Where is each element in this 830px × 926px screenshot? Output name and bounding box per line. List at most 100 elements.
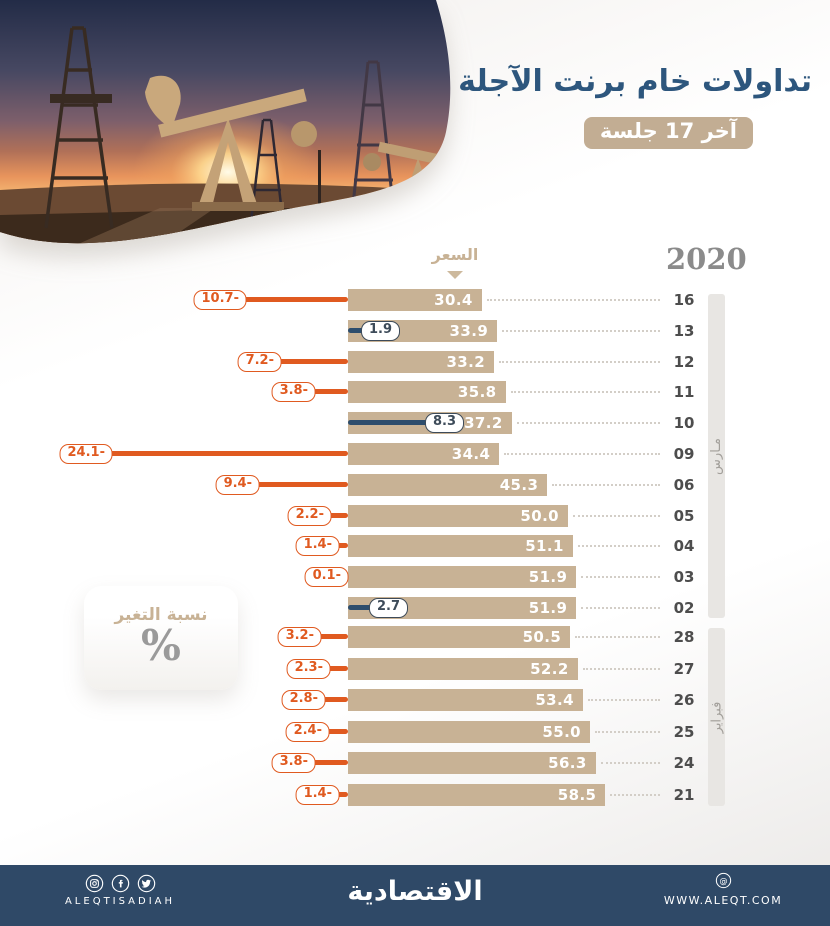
price-value: 51.9 — [528, 599, 568, 617]
change-line — [276, 358, 348, 364]
leader-line — [581, 576, 660, 579]
change-pill: 2.2- — [287, 505, 332, 526]
price-bar: 50.5 — [348, 626, 571, 648]
day-label: 28 — [673, 628, 695, 646]
chart-row-03: 51.9 03 0.1- — [0, 566, 830, 589]
price-value: 34.4 — [451, 445, 491, 463]
price-value: 58.5 — [557, 786, 597, 804]
derrick-left-platform — [50, 94, 112, 103]
road — [60, 208, 215, 244]
month-label-february: فبراير — [699, 628, 734, 806]
day-label: 21 — [673, 786, 695, 804]
day-label: 12 — [673, 352, 695, 371]
price-value: 50.0 — [520, 506, 559, 525]
day-label: 04 — [673, 537, 695, 556]
change-pill: 1.4- — [295, 536, 340, 557]
change-line — [241, 297, 348, 302]
leader-line — [595, 730, 660, 733]
day-label: 26 — [673, 691, 695, 710]
price-value: 33.9 — [449, 321, 489, 340]
price-value: 55.0 — [542, 722, 581, 741]
leader-line — [581, 607, 660, 609]
derrick-left-icon — [44, 26, 114, 229]
change-pill: 2.7 — [369, 598, 409, 618]
price-bar: 58.5 — [348, 784, 606, 806]
price-value: 30.4 — [434, 291, 473, 309]
day-label: 13 — [673, 321, 695, 340]
change-legend-card: نسبة التغير % — [84, 586, 238, 690]
month-label-february-text: فبراير — [709, 701, 724, 733]
price-bar: 53.4 — [348, 689, 583, 712]
change-line — [334, 792, 348, 797]
leader-line — [610, 794, 660, 796]
page-title: تداولات خام برنت الآجلة — [458, 64, 812, 99]
change-line — [334, 543, 348, 549]
chart-row-04: 51.1 04 1.4- — [0, 535, 830, 558]
chart-row-06: 45.3 06 9.4- — [0, 473, 830, 496]
leader-line — [502, 329, 660, 332]
price-bar: 34.4 — [348, 443, 500, 465]
price-value: 52.2 — [530, 659, 569, 678]
price-value: 51.1 — [525, 537, 564, 556]
leader-line — [499, 360, 660, 363]
chart-row-12: 33.2 12 7.2- — [0, 350, 830, 373]
subtitle-badge: آخر 17 جلسة — [583, 117, 753, 149]
day-label: 02 — [673, 599, 695, 617]
change-line — [310, 389, 348, 395]
website-url: WWW.ALEQT.COM — [663, 894, 783, 907]
chart-row-26: 53.4 26 2.8- — [0, 689, 830, 712]
social-handle: ALEQTISADIAH — [64, 896, 176, 907]
instagram-icon — [85, 874, 103, 893]
change-pill: 1.9 — [361, 320, 401, 341]
oilfield-photo — [0, 0, 460, 256]
chart-row-09: 34.4 09 24.1- — [0, 443, 830, 465]
chart-row-21: 58.5 21 1.4- — [0, 784, 830, 806]
leader-line — [587, 699, 660, 702]
change-line — [320, 697, 348, 703]
chart-row-11: 35.8 11 3.8- — [0, 381, 830, 404]
day-label: 10 — [673, 414, 695, 433]
change-legend-unit: % — [141, 621, 181, 670]
day-label: 05 — [673, 506, 695, 525]
footer-social-icons — [55, 874, 185, 893]
change-line — [107, 451, 348, 456]
oilfield-photo-svg — [0, 0, 451, 244]
svg-text:@: @ — [719, 876, 727, 885]
day-label: 03 — [673, 568, 695, 587]
chart-row-13: 33.9 13 1.9 — [0, 319, 830, 342]
price-bar: 35.8 — [348, 381, 506, 404]
price-caret-icon — [447, 271, 463, 279]
facebook-icon — [111, 874, 129, 893]
price-value: 37.2 — [464, 414, 503, 433]
change-line — [325, 665, 348, 671]
change-line — [348, 327, 367, 333]
change-pill: 1.4- — [295, 785, 340, 805]
price-value: 50.5 — [522, 628, 562, 646]
chart-row-25: 55.0 25 2.4- — [0, 720, 830, 743]
change-line — [348, 420, 431, 426]
change-line — [326, 512, 348, 518]
price-bar: 55.0 — [348, 720, 590, 743]
price-value: 56.3 — [548, 754, 587, 773]
chart-row-27: 52.2 27 2.3- — [0, 657, 830, 680]
day-label: 06 — [673, 475, 695, 494]
price-value: 53.4 — [535, 691, 574, 710]
month-label-march-text: مـارس — [709, 437, 725, 475]
day-label: 27 — [673, 659, 695, 678]
leader-line — [575, 636, 660, 638]
change-pill: 0.1- — [304, 567, 349, 588]
change-pill: 2.8- — [281, 690, 326, 711]
day-label: 16 — [673, 291, 695, 309]
change-pill: 7.2- — [237, 351, 282, 372]
change-line — [324, 728, 348, 734]
footer-website: @ WWW.ALEQT.COM — [648, 872, 798, 907]
change-line — [348, 605, 375, 610]
change-line — [316, 634, 348, 639]
change-pill: 2.3- — [286, 658, 331, 679]
month-bar-february — [708, 628, 725, 806]
power-pole — [318, 150, 321, 210]
leader-line — [600, 762, 660, 765]
twitter-icon — [137, 874, 155, 893]
footer: ALEQTISADIAH الاقتصادية @ WWW.ALEQT.COM — [0, 865, 830, 926]
